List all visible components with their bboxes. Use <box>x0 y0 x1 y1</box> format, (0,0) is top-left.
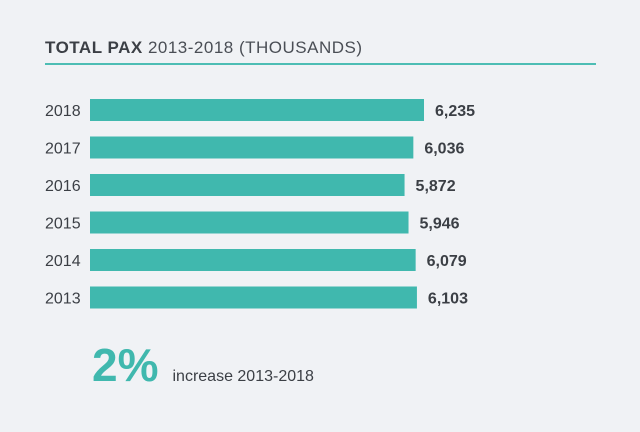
category-label-2017: 2017 <box>45 141 81 158</box>
value-label-2018: 6,235 <box>435 103 475 120</box>
bar-2017 <box>90 136 414 159</box>
summary-stat: 2% increase 2013-2018 <box>92 342 314 388</box>
category-label-2014: 2014 <box>45 253 81 270</box>
value-label-2013: 6,103 <box>428 291 468 308</box>
value-label-2017: 6,036 <box>424 141 464 158</box>
bar-2016 <box>90 174 405 196</box>
bar-2015 <box>90 211 409 234</box>
value-label-2014: 6,079 <box>427 253 467 270</box>
summary-text: increase 2013-2018 <box>172 368 314 385</box>
title-divider <box>45 63 596 65</box>
chart-title: TOTAL PAX 2013-2018 (THOUSANDS) <box>45 38 363 58</box>
bar-2014 <box>90 249 416 271</box>
category-label-2015: 2015 <box>45 216 81 233</box>
category-label-2013: 2013 <box>45 291 81 308</box>
chart-title-bold: TOTAL PAX <box>45 38 143 57</box>
category-label-2018: 2018 <box>45 103 81 120</box>
summary-percent: 2% <box>92 339 159 391</box>
value-label-2016: 5,872 <box>416 178 456 195</box>
chart-title-light: 2013-2018 (THOUSANDS) <box>147 38 363 57</box>
bar-2018 <box>90 99 424 121</box>
bar-2013 <box>90 286 417 309</box>
category-label-2016: 2016 <box>45 178 81 195</box>
value-label-2015: 5,946 <box>420 216 460 233</box>
